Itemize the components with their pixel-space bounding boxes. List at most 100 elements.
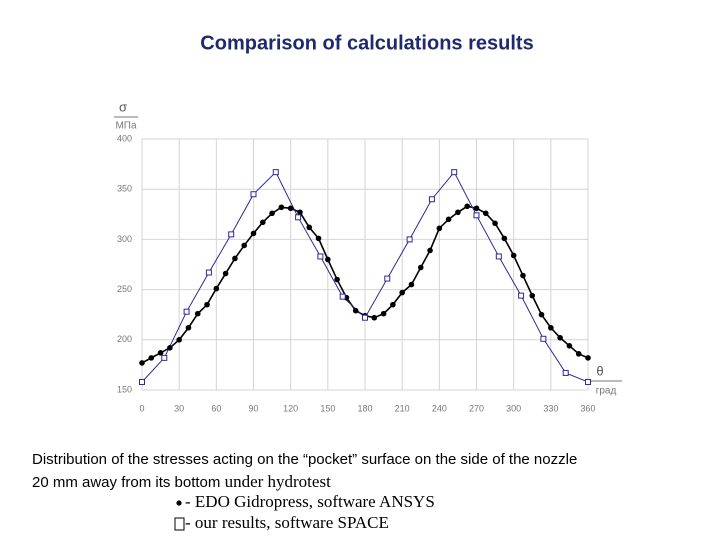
marker	[371, 314, 378, 321]
marker	[213, 285, 220, 292]
marker	[334, 276, 340, 283]
marker	[241, 242, 248, 249]
caption: Distribution of the stresses acting on t…	[32, 451, 577, 468]
marker	[408, 281, 415, 288]
marker	[139, 360, 145, 366]
y-tick-label: 400	[117, 133, 132, 143]
marker	[352, 307, 359, 314]
marker	[250, 230, 257, 237]
y-tick-label: 150	[117, 384, 132, 394]
marker	[228, 231, 235, 238]
marker	[566, 343, 573, 349]
marker	[380, 310, 387, 317]
x-tick-label: 180	[357, 403, 372, 413]
marker	[390, 301, 396, 308]
marker	[492, 220, 498, 227]
y-unit: МПа	[115, 121, 137, 132]
marker	[157, 350, 164, 356]
marker	[362, 314, 368, 321]
marker	[259, 219, 266, 226]
marker	[384, 275, 391, 282]
marker	[278, 204, 285, 211]
x-tick-label: 270	[469, 403, 484, 413]
legend-label: - EDO Gidropress, software ANSYS	[185, 492, 435, 511]
legend: - EDO Gidropress, software ANSYS - our re…	[174, 492, 435, 532]
marker	[562, 369, 569, 376]
marker	[287, 205, 294, 212]
y-tick-label: 350	[117, 184, 132, 194]
x-tick-label: 30	[174, 403, 184, 413]
x-tick-label: 90	[248, 403, 258, 413]
x-tick-label: 0	[139, 403, 144, 413]
marker	[455, 209, 461, 216]
marker	[222, 270, 229, 277]
marker	[473, 212, 480, 219]
marker	[139, 378, 145, 385]
marker	[585, 355, 591, 361]
marker	[510, 252, 517, 259]
marker	[464, 203, 471, 210]
x-tick-label: 120	[283, 403, 298, 413]
caption: 20 mm away from its bottom under hydrote…	[32, 472, 331, 491]
marker	[538, 311, 545, 318]
marker	[520, 272, 526, 279]
marker	[585, 378, 591, 385]
x-tick-label: 360	[580, 403, 595, 413]
marker	[518, 292, 525, 299]
marker	[436, 225, 443, 232]
legend-label: - our results, software SPACE	[185, 513, 389, 532]
marker	[548, 324, 554, 331]
marker	[399, 289, 405, 296]
marker	[445, 216, 452, 223]
marker	[428, 196, 435, 203]
marker	[482, 210, 489, 217]
marker	[161, 354, 168, 361]
marker	[427, 247, 433, 254]
marker	[317, 253, 324, 260]
x-tick-label: 150	[320, 403, 335, 413]
marker	[272, 169, 279, 176]
caption-part: under hydrotest	[225, 472, 332, 491]
marker	[205, 269, 212, 276]
marker	[406, 236, 413, 243]
marker	[529, 292, 536, 299]
marker	[185, 324, 192, 331]
marker	[557, 334, 563, 341]
marker	[183, 308, 190, 315]
marker	[325, 256, 331, 263]
x-tick-label: 60	[211, 403, 221, 413]
x-tick-label: 210	[395, 403, 410, 413]
marker	[167, 345, 173, 351]
marker	[204, 301, 210, 308]
marker	[269, 210, 275, 217]
marker	[297, 209, 303, 216]
marker	[315, 235, 322, 242]
marker	[176, 337, 182, 343]
y-tick-label: 300	[117, 234, 132, 244]
marker	[575, 351, 582, 357]
title: Comparison of calculations results	[200, 32, 533, 54]
marker	[540, 335, 547, 342]
marker	[295, 214, 302, 221]
marker	[148, 355, 155, 361]
marker	[473, 205, 480, 212]
marker	[194, 310, 201, 317]
x-tick-label: 300	[506, 403, 521, 413]
marker	[306, 224, 313, 231]
y-symbol: σ	[119, 99, 127, 114]
marker	[417, 264, 424, 271]
marker	[339, 293, 346, 300]
marker	[451, 169, 458, 176]
caption-part: 20 mm away from its bottom	[32, 474, 220, 491]
legend-marker	[174, 517, 185, 531]
marker	[250, 191, 257, 198]
marker	[232, 255, 238, 262]
y-tick-label: 200	[117, 334, 132, 344]
x-unit: град	[596, 386, 617, 397]
x-tick-label: 240	[432, 403, 447, 413]
y-tick-label: 250	[117, 284, 132, 294]
x-tick-label: 330	[543, 403, 558, 413]
marker	[495, 253, 502, 260]
x-symbol: θ	[596, 363, 603, 378]
